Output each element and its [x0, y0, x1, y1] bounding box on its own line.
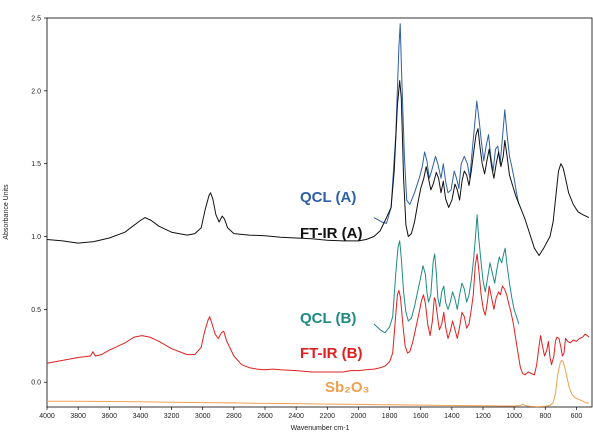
series-line-4: [47, 359, 590, 408]
x-tick-label: 4000: [39, 413, 55, 420]
y-tick-label: 0.5: [31, 307, 41, 314]
x-tick-label: 1800: [382, 413, 398, 420]
series-line-1: [46, 80, 590, 256]
series-annotations: QCL (A) FT-IR (A) QCL (B) FT-IR (B) Sb₂O₃: [300, 189, 370, 396]
y-tick-label: 2.5: [31, 16, 41, 23]
series-line-0: [373, 23, 520, 224]
series-lines: [46, 23, 590, 408]
y-tick-label: 1.5: [31, 161, 41, 168]
y-axis-title: Absorbance Units: [3, 184, 10, 240]
x-tick-label: 1000: [506, 413, 522, 420]
x-tick-label: 1400: [444, 413, 460, 420]
series-line-3: [46, 253, 590, 376]
x-tick-label: 2000: [351, 413, 367, 420]
annotation-qcl-a: QCL (A): [300, 189, 356, 206]
x-axis-title: Wavenumber cm-1: [291, 425, 350, 432]
annotation-qcl-b: QCL (B): [300, 310, 356, 327]
x-tick-label: 2800: [226, 413, 242, 420]
x-tick-label: 600: [571, 413, 583, 420]
x-tick-label: 2400: [288, 413, 304, 420]
y-tick-label: 0.0: [31, 380, 41, 387]
x-tick-label: 2200: [319, 413, 335, 420]
x-tick-label: 1600: [413, 413, 429, 420]
annotation-ftir-a: FT-IR (A): [300, 225, 362, 242]
x-tick-label: 1200: [475, 413, 491, 420]
series-line-2: [373, 214, 520, 334]
x-tick-label: 3800: [70, 413, 86, 420]
x-tick-label: 3600: [101, 413, 117, 420]
x-axis-ticks: 4000 3800 3600 3400 3200 3000 2800 2600 2400 2200…: [39, 407, 582, 420]
x-tick-label: 2600: [257, 413, 273, 420]
y-axis-ticks: 0.0 0.5 1.0 1.5 2.0 2.5: [31, 16, 47, 387]
y-tick-label: 1.0: [31, 234, 41, 241]
x-tick-label: 3400: [133, 413, 149, 420]
x-tick-label: 3000: [195, 413, 211, 420]
y-tick-label: 2.0: [31, 88, 41, 95]
x-tick-label: 3200: [164, 413, 180, 420]
x-tick-label: 800: [539, 413, 551, 420]
annotation-ftir-b: FT-IR (B): [300, 345, 362, 362]
plot-frame: [46, 17, 593, 408]
annotation-sb2o3: Sb₂O₃: [325, 379, 370, 396]
